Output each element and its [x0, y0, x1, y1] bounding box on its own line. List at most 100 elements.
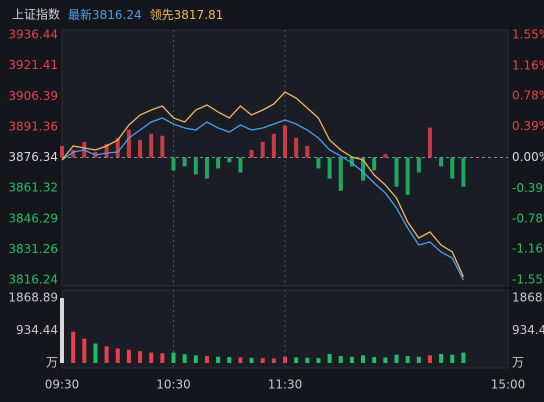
breadth-bar — [271, 133, 276, 158]
legend-value: 3817.81 — [174, 8, 224, 22]
breadth-bar — [160, 135, 165, 158]
y2-tick-label: -0.78% — [512, 212, 544, 226]
y2-tick-label: 1.16% — [512, 58, 544, 72]
price-line — [61, 117, 464, 281]
v2-tick-label: 1868.89 — [512, 291, 544, 305]
breadth-bar — [349, 157, 354, 167]
volume-bar — [405, 356, 410, 363]
volume-bar — [383, 357, 388, 363]
volume-bar — [361, 355, 366, 363]
x-tick-label: 10:30 — [156, 378, 191, 392]
price-line — [61, 91, 464, 278]
x-tick-label: 09:30 — [45, 378, 80, 392]
volume-bar — [182, 354, 187, 363]
breadth-bar — [126, 129, 131, 158]
volume-bar — [60, 298, 64, 363]
volume-bar — [104, 346, 109, 363]
volume-bar — [372, 357, 377, 363]
volume-bar — [71, 331, 76, 363]
volume-bar — [216, 356, 221, 363]
x-tick-label: 11:30 — [268, 378, 303, 392]
breadth-bar — [372, 157, 377, 171]
y2-tick-label: -1.55% — [512, 273, 544, 287]
volume-bar — [260, 358, 265, 363]
legend-value: 3816.24 — [92, 8, 142, 22]
breadth-bar — [216, 157, 221, 169]
volume-bar — [249, 357, 254, 363]
breadth-bar — [394, 157, 399, 187]
breadth-bar — [249, 150, 254, 158]
volume-bar — [115, 348, 120, 363]
y-tick-label: 3831.26 — [8, 242, 58, 256]
volume-bar — [227, 357, 232, 363]
v-tick-label: 万 — [46, 356, 58, 370]
breadth-bar — [338, 157, 343, 191]
volume-bar — [271, 358, 276, 363]
y-tick-label: 3906.39 — [8, 89, 58, 103]
volume-bar — [327, 353, 332, 363]
y2-tick-label: 0.39% — [512, 119, 544, 133]
breadth-bar — [227, 157, 232, 163]
y-tick-label: 3861.32 — [8, 181, 58, 195]
breadth-bar — [71, 150, 76, 158]
breadth-bar — [260, 141, 265, 158]
breadth-bar — [439, 157, 444, 167]
legend-label: 最新 — [68, 7, 92, 22]
y2-tick-label: 1.55% — [512, 28, 544, 42]
volume-bar — [171, 352, 176, 363]
breadth-bar — [171, 157, 176, 171]
y2-tick-label: -0.39% — [512, 181, 544, 195]
v2-tick-label: 万 — [512, 356, 524, 370]
legend: 最新3816.24 领先3817.81 — [68, 7, 223, 22]
breadth-bar — [104, 143, 109, 158]
volume-bar — [126, 349, 131, 363]
breadth-bar — [149, 133, 154, 158]
breadth-bar — [316, 157, 321, 169]
x-tick-label: 15:00 — [491, 378, 526, 392]
volume-bar — [294, 357, 299, 363]
volume-bar — [193, 355, 198, 363]
y-tick-label: 3921.41 — [8, 58, 58, 72]
volume-bar — [461, 352, 466, 363]
breadth-bar — [138, 139, 143, 158]
breadth-bar — [204, 157, 209, 179]
y-tick-label: 3846.29 — [8, 211, 58, 225]
volume-bar — [93, 343, 98, 363]
volume-bar — [82, 338, 87, 363]
breadth-bar — [383, 154, 388, 158]
volume-bar — [238, 357, 243, 363]
volume-bar — [138, 351, 143, 363]
breadth-bar — [416, 157, 421, 173]
v-tick-label: 934.44 — [16, 323, 58, 337]
breadth-bar — [193, 157, 198, 175]
volume-bar — [394, 354, 399, 363]
breadth-bar — [294, 137, 299, 158]
y2-tick-label: -1.16% — [512, 242, 544, 256]
breadth-bar — [60, 145, 64, 158]
volume-bar — [349, 356, 354, 363]
v-tick-label: 1868.89 — [8, 291, 58, 305]
breadth-bar — [461, 157, 466, 187]
breadth-bar — [238, 157, 243, 173]
breadth-bar — [305, 145, 310, 158]
y2-tick-label: 0.78% — [512, 88, 544, 102]
v2-tick-label: 934.44 — [512, 323, 544, 337]
volume-bar — [338, 356, 343, 363]
volume-bar — [316, 358, 321, 363]
y-tick-label: 3816.24 — [8, 273, 58, 287]
y-tick-label: 3876.34 — [8, 150, 58, 164]
volume-bar — [160, 353, 165, 363]
volume-bar — [149, 352, 154, 363]
volume-bar — [416, 356, 421, 363]
breadth-bar — [283, 125, 287, 158]
y2-tick-label: 0.00% — [512, 150, 544, 164]
volume-bar — [283, 356, 287, 363]
y-tick-label: 3891.36 — [8, 119, 58, 133]
breadth-bar — [182, 157, 187, 167]
breadth-bar — [427, 127, 432, 158]
volume-bar — [204, 356, 209, 363]
breadth-bar — [450, 157, 455, 179]
breadth-bar — [115, 137, 120, 158]
volume-bar — [427, 355, 432, 363]
